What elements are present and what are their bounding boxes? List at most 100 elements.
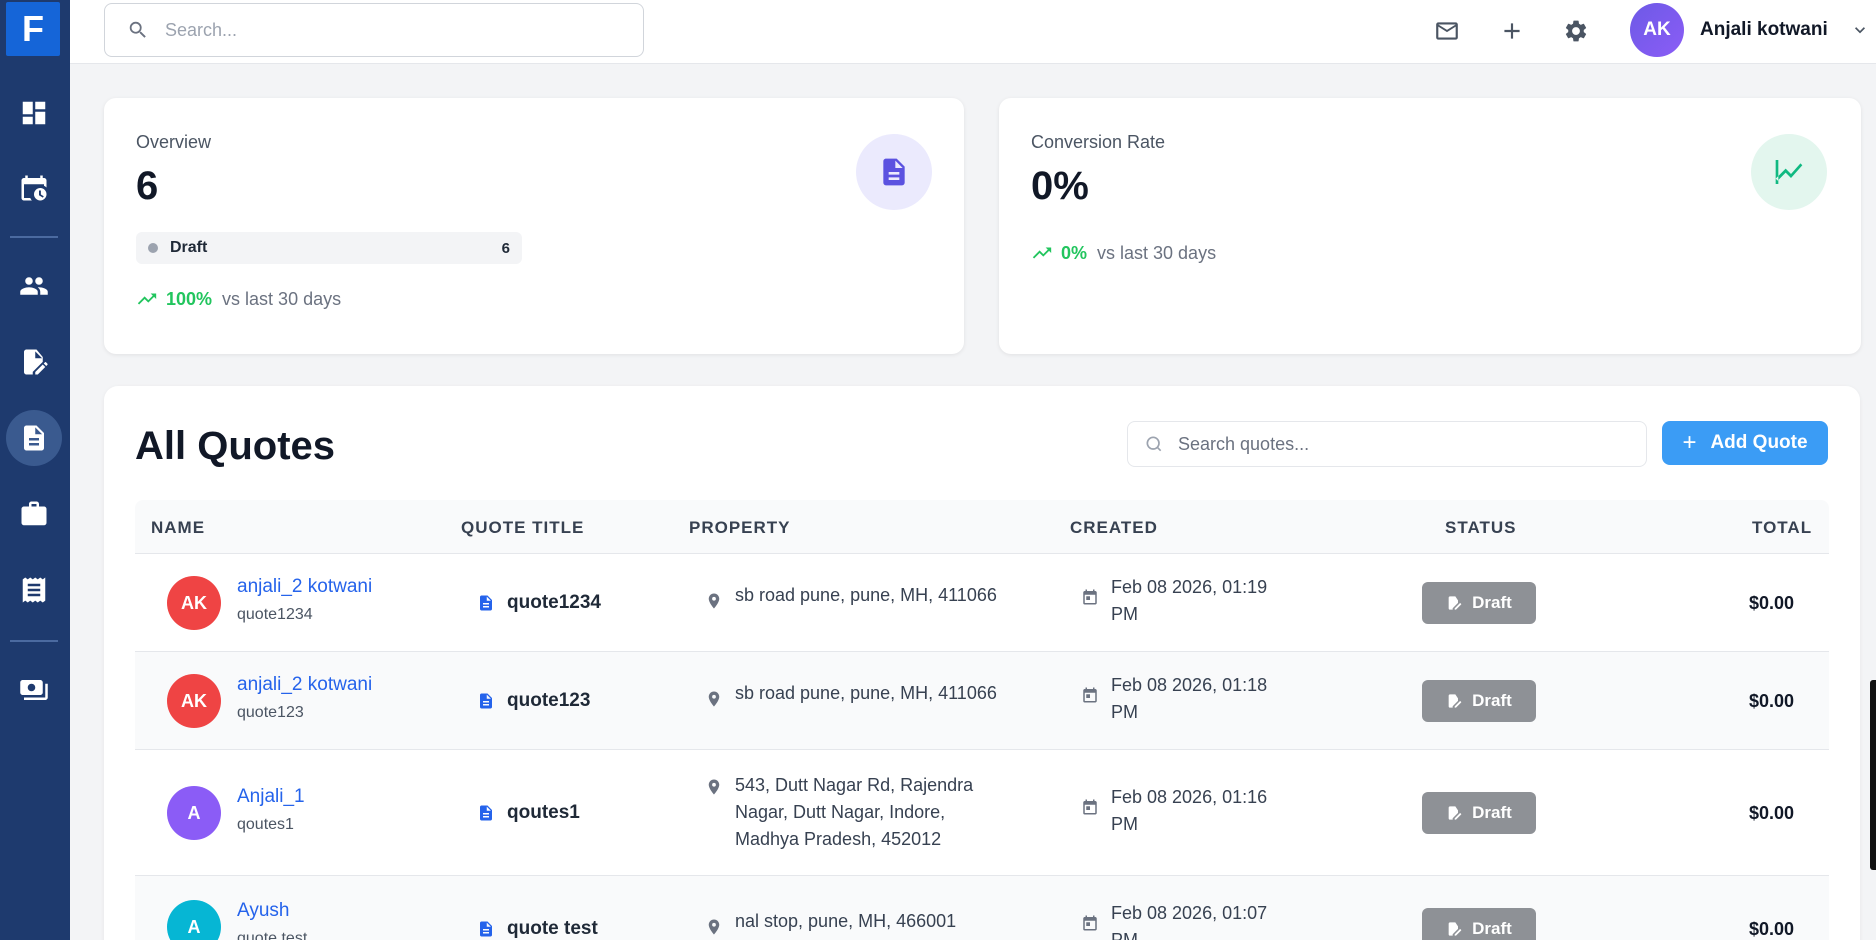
receipt-icon xyxy=(22,577,46,603)
global-search-input[interactable] xyxy=(165,19,625,41)
sidebar-item-schedule[interactable] xyxy=(6,160,62,216)
table-row[interactable]: AK anjali_2 kotwani quote1234 quote1234 … xyxy=(135,554,1829,652)
search-icon xyxy=(129,21,146,38)
quotes-search-input[interactable] xyxy=(1178,433,1638,455)
created-cell: Feb 08 2026, 01:19 PM xyxy=(1081,574,1281,628)
quote-title[interactable]: quote test xyxy=(477,918,598,940)
column-header-quote-title[interactable]: QUOTE TITLE xyxy=(461,518,585,537)
quote-title-text: quote test xyxy=(507,918,598,939)
status-text: Draft xyxy=(1472,593,1512,612)
trend-percent: 0% xyxy=(1061,242,1088,263)
property-cell: 543, Dutt Nagar Rd, Rajendra Nagar, Dutt… xyxy=(705,772,973,853)
client-avatar: A xyxy=(167,786,221,840)
edit-document-icon xyxy=(1448,806,1462,820)
property-line: 543, Dutt Nagar Rd, Rajendra xyxy=(735,775,974,795)
dashboard-icon xyxy=(22,101,46,125)
status-text: Draft xyxy=(1472,919,1512,938)
app-logo[interactable]: F xyxy=(6,2,60,56)
plus-icon: + xyxy=(1682,429,1697,456)
created-date: Feb 08 2026, 01:16 xyxy=(1111,787,1268,807)
location-pin-icon xyxy=(708,779,720,795)
conversion-value: 0% xyxy=(1031,164,1089,208)
calendar-icon xyxy=(1083,687,1097,703)
location-pin-icon xyxy=(708,593,720,609)
conversion-trend: 0% vs last 30 days xyxy=(1031,242,1216,264)
table-row[interactable]: A Ayush quote test quote test nal stop, … xyxy=(135,876,1829,940)
user-menu-toggle[interactable] xyxy=(1850,20,1870,40)
document-icon xyxy=(480,805,492,821)
settings-button[interactable] xyxy=(1561,16,1591,46)
overview-card: Overview 6 Draft 6 100% vs last 30 days xyxy=(104,98,964,354)
created-cell: Feb 08 2026, 01:16 PM xyxy=(1081,784,1281,838)
sidebar-item-payments[interactable] xyxy=(6,662,62,718)
mail-button[interactable] xyxy=(1432,16,1462,46)
status-breakdown-draft: Draft 6 xyxy=(136,232,522,264)
table-row[interactable]: A Anjali_1 qoutes1 qoutes1 543, Dutt Nag… xyxy=(135,750,1829,876)
user-avatar[interactable]: AK xyxy=(1630,3,1684,57)
sidebar: F xyxy=(0,0,70,940)
add-quote-button[interactable]: + Add Quote xyxy=(1662,421,1828,465)
sidebar-item-dashboard[interactable] xyxy=(6,85,62,141)
document-icon xyxy=(24,425,44,451)
created-time-suffix: PM xyxy=(1111,702,1138,722)
quote-title-text: quote123 xyxy=(507,690,591,711)
quote-title[interactable]: quote1234 xyxy=(477,592,601,614)
quote-title[interactable]: quote123 xyxy=(477,690,590,712)
user-name[interactable]: Anjali kotwani xyxy=(1700,19,1828,40)
property-text: sb road pune, pune, MH, 411066 xyxy=(735,683,997,703)
document-icon xyxy=(480,921,492,937)
quote-title[interactable]: qoutes1 xyxy=(477,802,580,824)
status-badge[interactable]: Draft xyxy=(1422,582,1536,624)
table-row[interactable]: AK anjali_2 kotwani quote123 quote123 sb… xyxy=(135,652,1829,750)
property-cell: nal stop, pune, MH, 466001 xyxy=(705,908,956,936)
scrollbar-thumb[interactable] xyxy=(1870,680,1876,870)
trend-text: vs last 30 days xyxy=(222,288,342,309)
column-header-total[interactable]: TOTAL xyxy=(1752,518,1813,537)
create-button[interactable] xyxy=(1497,16,1527,46)
status-text: Draft xyxy=(1472,691,1512,710)
status-badge[interactable]: Draft xyxy=(1422,792,1536,834)
location-pin-icon xyxy=(708,691,720,707)
calendar-clock-icon xyxy=(21,175,47,201)
conversion-label: Conversion Rate xyxy=(1031,132,1166,152)
client-avatar: AK xyxy=(167,674,221,728)
payments-icon xyxy=(20,680,48,700)
client-name-link[interactable]: anjali_2 kotwani xyxy=(237,674,373,695)
top-bar: AK Anjali kotwani xyxy=(70,0,1876,64)
sidebar-item-jobs[interactable] xyxy=(6,486,62,542)
sidebar-item-clients[interactable] xyxy=(6,258,62,314)
client-name-link[interactable]: Ayush xyxy=(237,900,290,921)
property-text: nal stop, pune, MH, 466001 xyxy=(735,911,957,931)
conversion-icon-badge xyxy=(1751,134,1827,210)
property-text: sb road pune, pune, MH, 411066 xyxy=(735,585,997,605)
client-name-link[interactable]: anjali_2 kotwani xyxy=(237,576,373,597)
chevron-down-icon xyxy=(1855,27,1865,34)
column-header-name[interactable]: NAME xyxy=(151,518,206,537)
trend-text: vs last 30 days xyxy=(1097,242,1217,263)
sidebar-item-requests[interactable] xyxy=(6,334,62,390)
column-header-status[interactable]: STATUS xyxy=(1445,518,1517,537)
property-cell: sb road pune, pune, MH, 411066 xyxy=(705,582,997,610)
edit-note-icon xyxy=(24,349,48,375)
sidebar-item-invoices[interactable] xyxy=(6,562,62,618)
sidebar-item-quotes[interactable] xyxy=(6,410,62,466)
column-header-created[interactable]: CREATED xyxy=(1070,518,1158,537)
status-badge[interactable]: Draft xyxy=(1422,908,1536,940)
created-cell: Feb 08 2026, 01:18 PM xyxy=(1081,672,1281,726)
global-search[interactable] xyxy=(104,3,644,57)
client-name-link[interactable]: Anjali_1 xyxy=(237,786,305,807)
status-count: 6 xyxy=(501,239,510,257)
created-date: Feb 08 2026, 01:07 xyxy=(1111,903,1268,923)
status-badge[interactable]: Draft xyxy=(1422,680,1536,722)
line-chart-icon xyxy=(1775,160,1803,184)
created-cell: Feb 08 2026, 01:07 PM xyxy=(1081,900,1281,940)
quotes-search[interactable] xyxy=(1127,421,1647,467)
plus-icon xyxy=(1504,23,1520,39)
quotes-panel: All Quotes + Add Quote NAME QUOTE TITLE … xyxy=(104,386,1860,940)
column-header-property[interactable]: PROPERTY xyxy=(689,518,791,537)
overview-icon-badge xyxy=(856,134,932,210)
trending-up-icon xyxy=(1032,247,1052,259)
document-icon xyxy=(480,693,492,709)
location-pin-icon xyxy=(708,919,720,935)
calendar-icon xyxy=(1083,589,1097,605)
